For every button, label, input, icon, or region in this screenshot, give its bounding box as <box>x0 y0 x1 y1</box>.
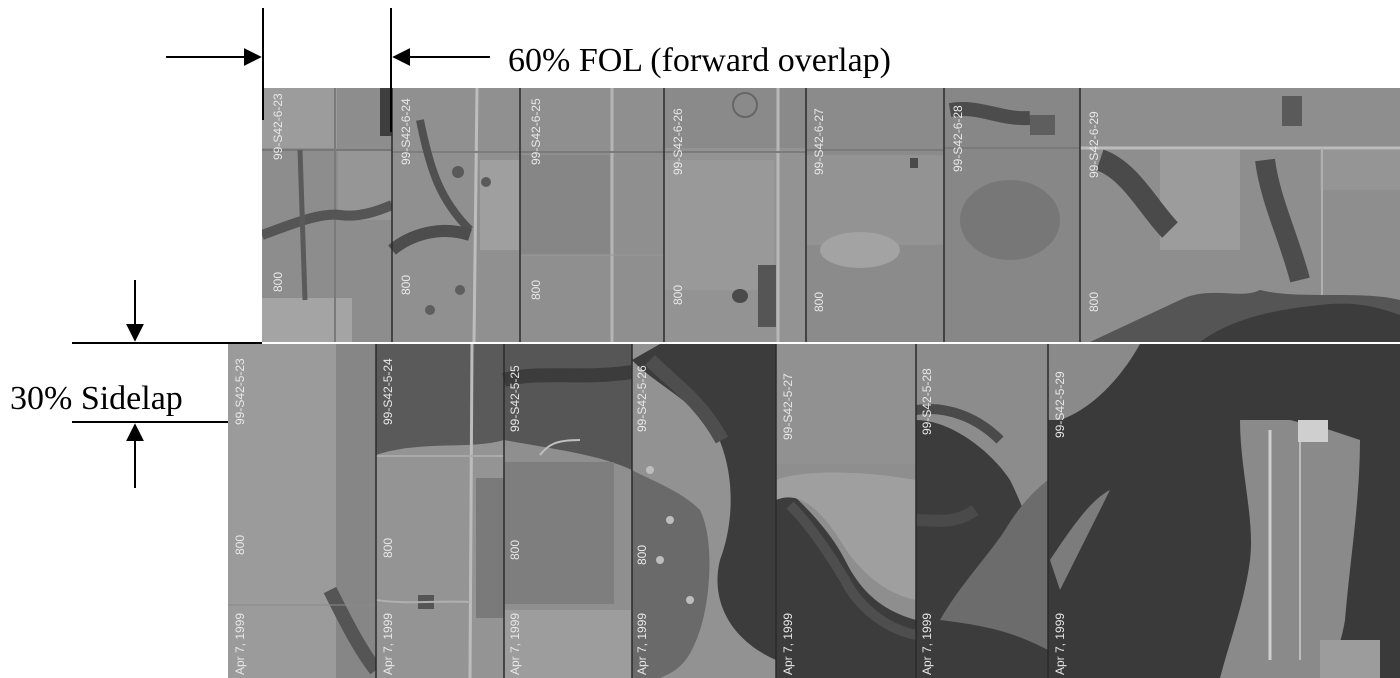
bottom-photo-2-altitude: 800 <box>381 538 395 558</box>
top-photo-6 <box>944 88 1080 342</box>
bottom-photo-6 <box>915 344 1048 678</box>
bottom-photo-2-date: Apr 7, 1999 <box>381 613 395 675</box>
bottom-photo-5-date: Apr 7, 1999 <box>781 613 795 675</box>
top-photo-1-frame: 99-S42-6-23 <box>271 93 285 160</box>
top-photo-4-frame: 99-S42-6-26 <box>671 108 685 175</box>
bottom-photo-6-date: Apr 7, 1999 <box>920 613 934 675</box>
sidelap-label: 30% Sidelap <box>10 380 183 417</box>
bottom-photo-2 <box>375 344 504 678</box>
top-photo-2-altitude: 800 <box>399 275 413 295</box>
bottom-photo-5-frame: 99-S42-5-27 <box>781 373 795 440</box>
top-photo-2-frame: 99-S42-6-24 <box>399 98 413 165</box>
bottom-photo-3-frame: 99-S42-5-25 <box>508 365 522 432</box>
bottom-photo-3-altitude: 800 <box>508 540 522 560</box>
forward-overlap-label: 60% FOL (forward overlap) <box>508 42 891 79</box>
top-photo-7 <box>1080 88 1400 342</box>
bottom-photo-5 <box>776 344 918 678</box>
bottom-photo-3-date: Apr 7, 1999 <box>508 613 522 675</box>
bottom-photo-1-date: Apr 7, 1999 <box>233 613 247 675</box>
top-photo-5 <box>806 88 944 342</box>
top-photo-6-frame: 99-S42-6-28 <box>951 105 965 172</box>
top-photo-3-frame: 99-S42-6-25 <box>529 98 543 165</box>
top-photo-2 <box>388 88 520 343</box>
bottom-photo-2-frame: 99-S42-5-24 <box>381 358 395 425</box>
top-photo-4-altitude: 800 <box>671 285 685 305</box>
bottom-photo-1-frame: 99-S42-5-23 <box>233 358 247 425</box>
sidelap-dimension <box>72 280 262 488</box>
top-photo-1 <box>262 88 394 342</box>
top-photo-1-altitude: 800 <box>271 272 285 292</box>
bottom-photo-4-frame: 99-S42-5-26 <box>635 365 649 432</box>
bottom-photo-7-frame: 99-S42-5-29 <box>1053 371 1067 438</box>
top-photo-4 <box>664 88 806 342</box>
bottom-photo-4-date: Apr 7, 1999 <box>635 613 649 675</box>
bottom-photo-4-altitude: 800 <box>635 545 649 565</box>
bottom-photo-7 <box>1048 344 1400 678</box>
bottom-photo-1-altitude: 800 <box>233 535 247 555</box>
bottom-photo-4 <box>632 344 776 678</box>
bottom-photo-7-date: Apr 7, 1999 <box>1053 613 1067 675</box>
bottom-photo-6-frame: 99-S42-5-28 <box>920 368 934 435</box>
top-photo-7-altitude: 800 <box>1087 292 1101 312</box>
bottom-photo-3 <box>502 344 634 678</box>
top-photo-3-altitude: 800 <box>529 280 543 300</box>
top-photo-5-frame: 99-S42-6-27 <box>812 108 826 175</box>
top-strip: 99-S42-6-23 800 99-S42-6-24 800 99-S42-6… <box>262 88 1400 343</box>
fol-dimension <box>166 8 490 132</box>
top-photo-5-altitude: 800 <box>812 292 826 312</box>
top-photo-3 <box>520 88 664 342</box>
top-photo-7-frame: 99-S42-6-29 <box>1087 111 1101 178</box>
bottom-photo-1 <box>228 344 382 678</box>
bottom-strip: 99-S42-5-23 800 Apr 7, 1999 99-S42-5-24 … <box>228 344 1400 678</box>
